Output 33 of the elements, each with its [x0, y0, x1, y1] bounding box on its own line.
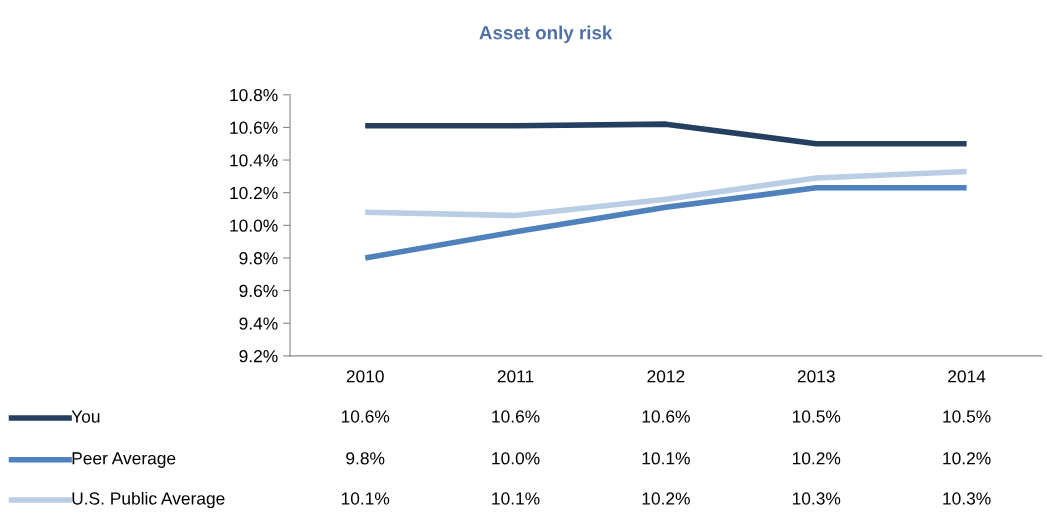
data-label: 10.2%	[642, 492, 690, 505]
y-tick-label: 10.0%	[230, 219, 278, 232]
x-tick-label: 2014	[948, 370, 986, 383]
data-label: 10.3%	[792, 492, 841, 505]
data-label: 10.6%	[492, 410, 540, 423]
y-tick-label: 9.4%	[239, 317, 278, 330]
legend-label: Peer Average	[72, 452, 176, 468]
y-tick-label: 9.2%	[239, 350, 278, 363]
data-label: 10.1%	[341, 492, 390, 505]
y-tick-label: 9.6%	[239, 284, 278, 298]
data-label: 10.1%	[642, 452, 690, 465]
data-label: 10.6%	[642, 410, 690, 423]
data-label: 9.8%	[346, 452, 385, 465]
y-tick-label: 10.2%	[230, 186, 278, 200]
legend-label: You	[71, 410, 100, 423]
data-label: 10.3%	[943, 492, 991, 505]
y-tick-label: 9.8%	[239, 252, 278, 265]
chart-title: Asset only risk	[479, 25, 613, 44]
data-label: 10.5%	[792, 410, 841, 423]
x-tick-label: 2011	[497, 370, 534, 383]
data-label: 10.2%	[943, 452, 991, 465]
y-tick-label: 10.8%	[230, 88, 278, 102]
y-tick-label: 10.4%	[230, 154, 278, 167]
data-label: 10.2%	[792, 452, 841, 465]
data-label: 10.1%	[492, 492, 540, 505]
x-tick-label: 2013	[797, 370, 835, 383]
x-tick-label: 2010	[346, 370, 384, 383]
data-label: 10.5%	[943, 410, 991, 423]
legend-label: U.S. Public Average	[72, 491, 225, 509]
data-label: 10.6%	[341, 410, 390, 423]
y-tick-label: 10.6%	[230, 121, 278, 134]
data-label: 10.0%	[492, 452, 540, 465]
x-tick-label: 2012	[647, 370, 685, 383]
